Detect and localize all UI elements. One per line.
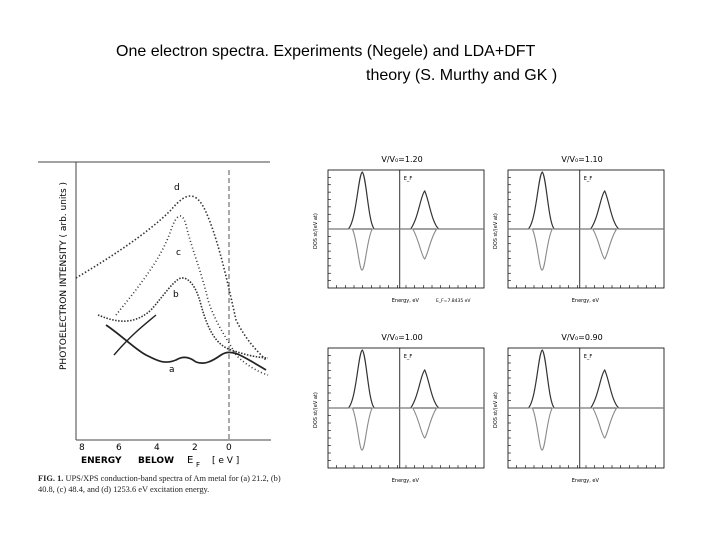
caption-label: FIG. 1. (38, 474, 64, 483)
panel-y-label: DOS st/(eV at) (313, 213, 319, 249)
slide-title-line-1: One electron spectra. Experiments (Negel… (116, 43, 536, 60)
x-label-f: F (196, 461, 200, 469)
panel-x-label: Energy, eV (392, 298, 420, 304)
x-label-energy: ENERGY (81, 456, 122, 466)
minority-dos-curve (328, 407, 484, 451)
panel-y-label: DOS st/(eV at) (493, 392, 499, 428)
x-label-below: BELOW (138, 456, 174, 466)
panel-title: V/V₀=1.20 (381, 155, 422, 164)
panel-title: V/V₀=1.10 (561, 155, 602, 164)
experiment-y-axis-label: PHOTOELECTRON INTENSITY ( arb. units ) (59, 182, 69, 370)
curve-label-b: b (173, 290, 179, 300)
fermi-label: E_F (404, 176, 413, 182)
x-tick-4: 4 (154, 443, 160, 453)
theory-panel-1: V/V₀=1.20 E_F Energy, eV DOS st/(eV at) E_F=… (308, 150, 496, 310)
minority-dos-curve (328, 228, 484, 271)
fermi-label: E_F (584, 354, 593, 360)
experiment-caption: FIG. 1. UPS/XPS conduction-band spectra … (38, 474, 283, 495)
x-tick-6: 6 (116, 443, 122, 453)
panel-x-label: Energy, eV (572, 478, 600, 484)
experiment-curve-d (75, 195, 267, 361)
x-label-units: [ e V ] (212, 456, 239, 466)
theory-panel-3: V/V₀=1.00 E_F Energy, eV DOS st/(eV at) (308, 328, 496, 490)
minority-dos-curve (508, 228, 664, 271)
theory-panel-2: V/V₀=1.10 E_F Energy, eV DOS st/(eV at) (488, 150, 676, 310)
panel-title: V/V₀=0.90 (561, 333, 602, 342)
x-tick-8: 8 (79, 443, 85, 453)
fermi-label: E_F (584, 176, 593, 182)
panel-y-label: DOS st/(eV at) (493, 213, 499, 249)
panel-y-label: DOS st/(eV at) (313, 392, 319, 428)
curve-label-d: d (174, 183, 180, 193)
x-tick-2: 2 (192, 443, 198, 453)
curve-label-a: a (169, 365, 175, 375)
curve-label-c: c (176, 248, 181, 258)
experiment-figure: d c b a PHOTOELECTRON INTENSITY ( arb. u… (36, 150, 286, 475)
panel-title: V/V₀=1.00 (381, 333, 422, 342)
x-label-e: E (187, 455, 193, 466)
x-tick-0: 0 (226, 443, 232, 453)
panel-x-label: Energy, eV (392, 478, 420, 484)
panel-x-label: Energy, eV (572, 298, 600, 304)
panel-footer: E_F=7.8435 eV (436, 298, 471, 304)
experiment-curve-a (105, 324, 267, 371)
fermi-label: E_F (404, 354, 413, 360)
slide-title-line-2: theory (S. Murthy and GK ) (366, 67, 558, 84)
minority-dos-curve (508, 407, 664, 451)
experiment-curve-b (97, 277, 269, 359)
caption-text: UPS/XPS conduction-band spectra of Am me… (38, 474, 281, 494)
theory-panel-4: V/V₀=0.90 E_F Energy, eV DOS st/(eV at) (488, 328, 676, 490)
